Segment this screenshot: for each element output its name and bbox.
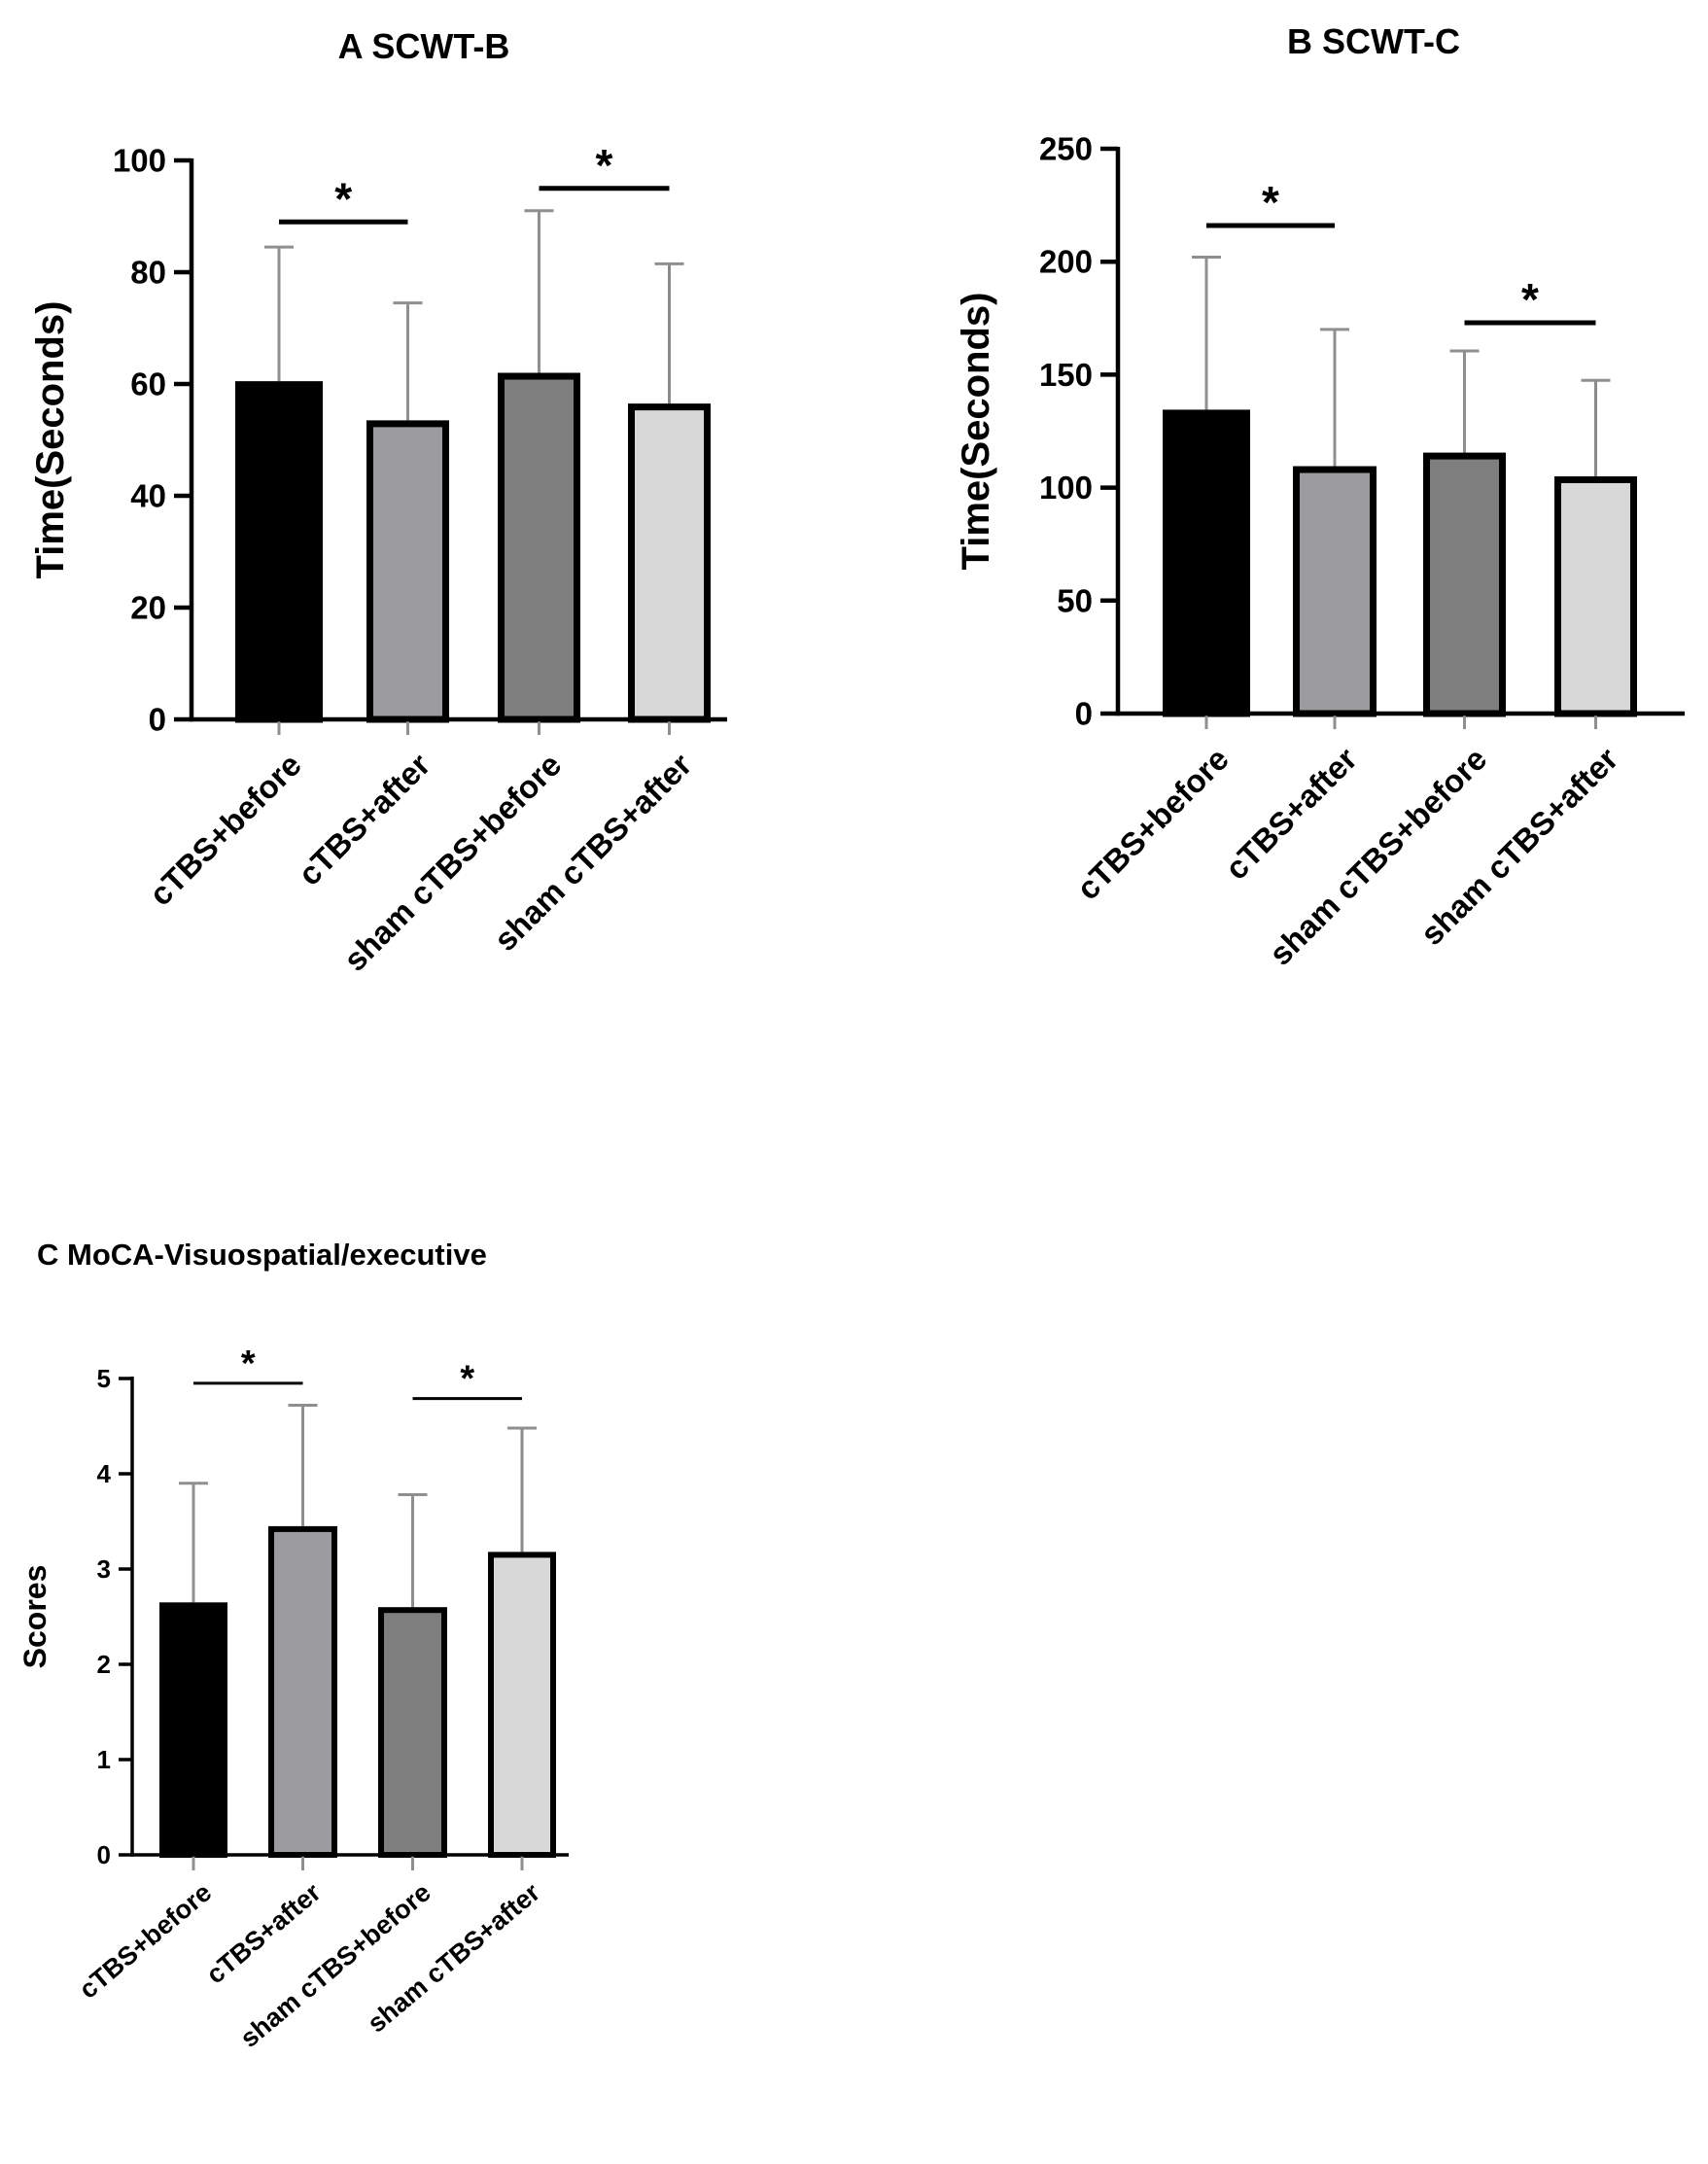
y-tick-label: 60	[130, 366, 166, 402]
bar	[498, 372, 580, 723]
category-label: cTBS+before	[142, 747, 308, 913]
significance-star: *	[596, 140, 613, 191]
y-tick-label: 0	[97, 1840, 111, 1869]
category-label: cTBS+before	[74, 1877, 217, 2005]
chart-title: A SCWT-B	[338, 26, 510, 66]
bar	[235, 381, 323, 723]
y-tick-label: 40	[130, 478, 166, 514]
bar	[378, 1607, 447, 1858]
bar-group-sham-ctbs-before: sham cTBS+before	[234, 1493, 447, 2053]
category-label: cTBS+before	[1069, 741, 1236, 907]
category-label: sham cTBS+before	[1262, 741, 1493, 972]
significance-star: *	[460, 1359, 474, 1400]
y-tick-label: 20	[130, 590, 166, 626]
bar	[366, 420, 449, 723]
y-axis-label: Scores	[17, 1565, 52, 1669]
y-tick-label: 200	[1039, 244, 1093, 280]
bar	[628, 403, 711, 723]
chart-title: C MoCA-Visuospatial/executive	[37, 1238, 487, 1272]
bar	[268, 1525, 337, 1859]
bar	[1293, 466, 1377, 717]
significance-star: *	[1521, 274, 1539, 325]
y-tick-label: 3	[97, 1554, 111, 1584]
bar-group-ctbs-before: cTBS+before	[1069, 256, 1250, 907]
y-tick-label: 0	[149, 702, 166, 738]
y-tick-label: 50	[1057, 582, 1093, 618]
bar	[1423, 452, 1506, 717]
category-label: cTBS+after	[1218, 741, 1364, 887]
y-tick-label: 100	[113, 143, 166, 179]
y-tick-label: 5	[97, 1364, 111, 1393]
y-axis-label: Time(Seconds)	[955, 293, 997, 571]
category-label: sham cTBS+before	[336, 747, 568, 978]
bar	[1554, 475, 1637, 717]
y-tick-label: 80	[130, 255, 166, 291]
bar	[1163, 409, 1250, 717]
panel-a-scwt-b: A SCWT-B Time(Seconds) 0 20 40 60 80 100 cTBS+be…	[29, 26, 727, 978]
bar	[159, 1602, 227, 1859]
chart-title: B SCWT-C	[1287, 21, 1460, 61]
y-tick-label: 250	[1039, 131, 1093, 167]
y-tick-label: 0	[1075, 696, 1093, 732]
significance-star: *	[1262, 177, 1279, 227]
category-label: cTBS+after	[291, 747, 436, 892]
y-tick-label: 4	[97, 1459, 112, 1488]
significance-star: *	[241, 1344, 256, 1384]
y-tick-label: 100	[1039, 470, 1093, 506]
y-tick-label: 2	[97, 1650, 111, 1679]
panel-b-scwt-c: B SCWT-C Time(Seconds) 0 50 100 150 200 250 cTBS…	[955, 21, 1685, 972]
bar-group-ctbs-before: cTBS+before	[142, 245, 323, 913]
bar	[488, 1552, 556, 1858]
y-tick-label: 1	[97, 1745, 111, 1774]
category-label: sham cTBS+before	[234, 1877, 436, 2053]
y-tick-label: 150	[1039, 357, 1093, 393]
y-axis-label: Time(Seconds)	[29, 301, 72, 579]
significance-star: *	[334, 173, 352, 224]
panel-c-moca: C MoCA-Visuospatial/executive Scores 0 1 2 3 4…	[17, 1238, 569, 2053]
